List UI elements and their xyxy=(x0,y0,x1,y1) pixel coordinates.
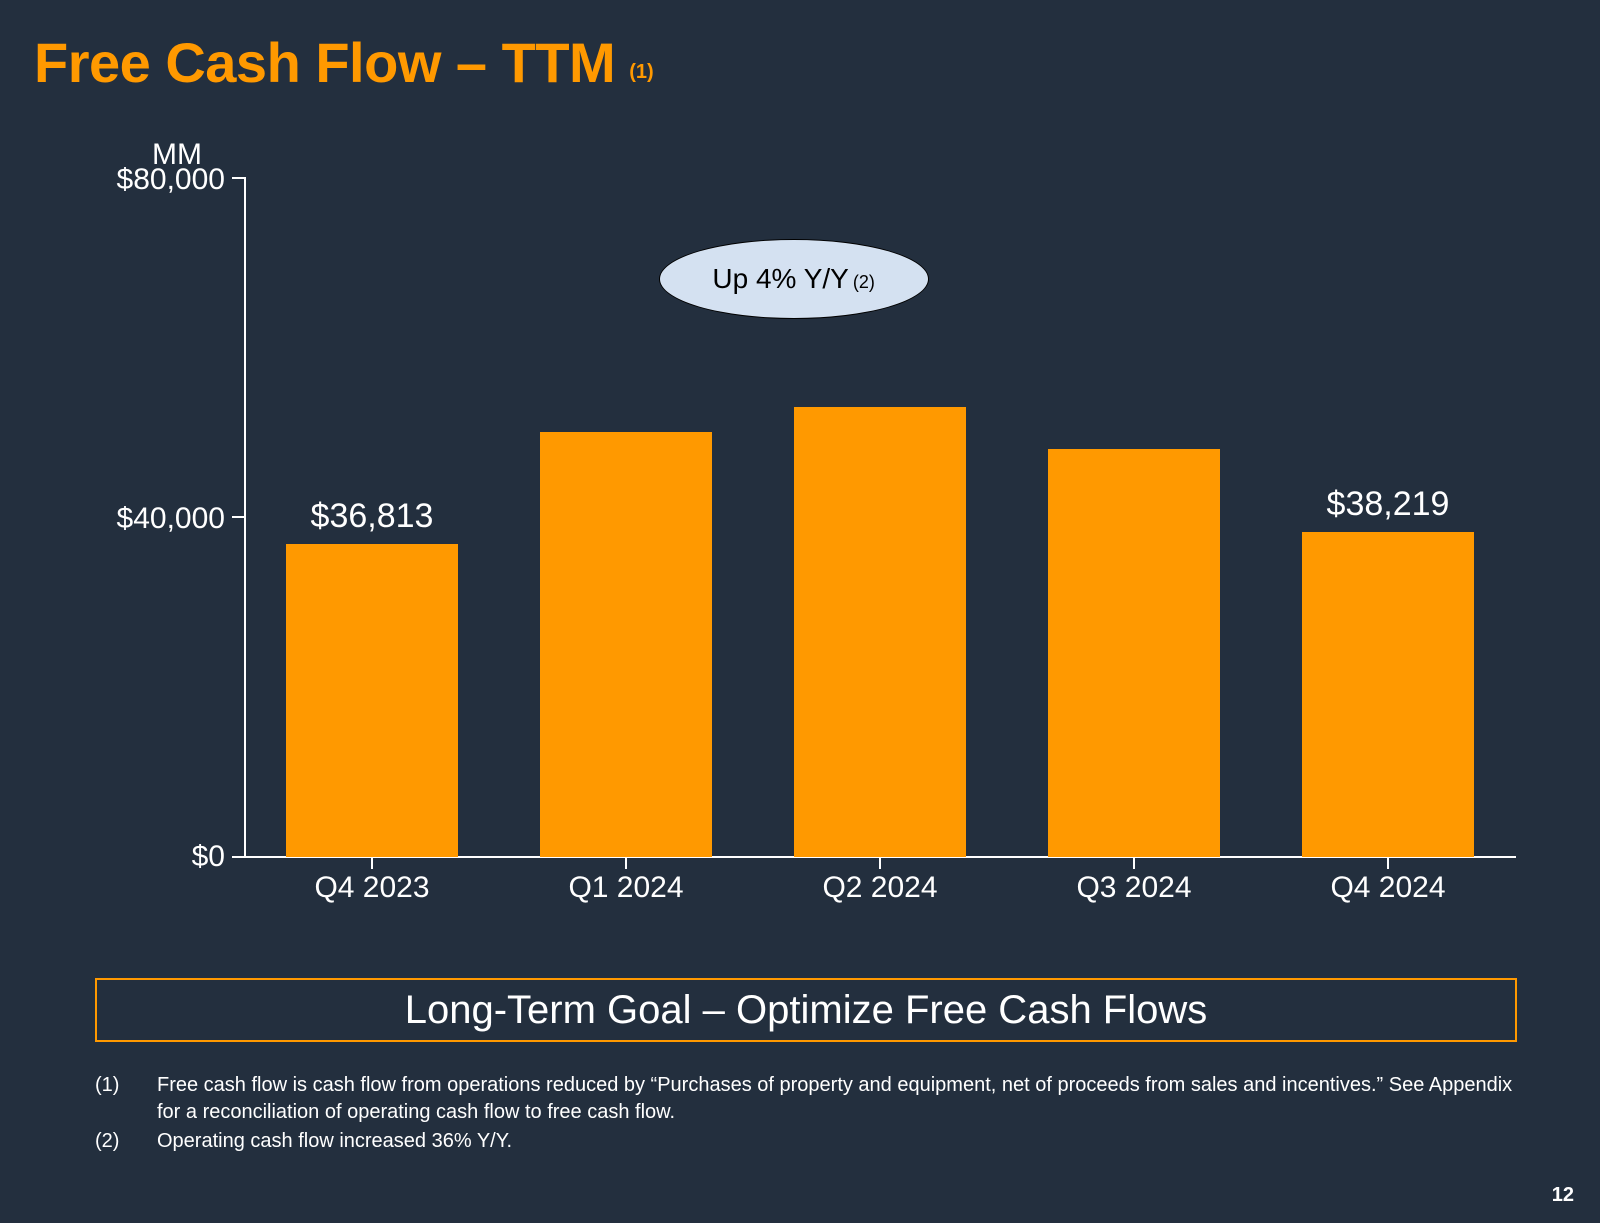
goal-box: Long-Term Goal – Optimize Free Cash Flow… xyxy=(95,978,1517,1042)
x-tick-mark xyxy=(879,857,881,869)
x-tick-label: Q3 2024 xyxy=(1076,871,1191,905)
bar xyxy=(1302,532,1475,857)
footnote-num: (1) xyxy=(95,1072,129,1126)
title-footnote-ref: (1) xyxy=(629,61,653,84)
callout-text: Up 4% Y/Y xyxy=(712,263,848,295)
x-tick-mark xyxy=(1133,857,1135,869)
footnotes: (1) Free cash flow is cash flow from ope… xyxy=(95,1072,1515,1157)
bar xyxy=(794,407,967,858)
footnote-row: (1) Free cash flow is cash flow from ope… xyxy=(95,1072,1515,1126)
fcf-bar-chart: MM $80,000 $40,000 $0 $36,813Q4 2023Q1 2… xyxy=(95,140,1525,910)
title-row: Free Cash Flow – TTM (1) xyxy=(34,30,1560,95)
x-tick-label: Q4 2023 xyxy=(314,871,429,905)
slide: Free Cash Flow – TTM (1) MM $80,000 $40,… xyxy=(0,0,1600,1223)
goal-text: Long-Term Goal – Optimize Free Cash Flow… xyxy=(405,988,1208,1033)
bar-value-label: $36,813 xyxy=(311,497,434,536)
y-tick-label: $0 xyxy=(85,840,225,874)
y-tick-label: $80,000 xyxy=(85,163,225,197)
plot-area: $36,813Q4 2023Q1 2024Q2 2024Q3 2024$38,2… xyxy=(245,177,1515,857)
slide-title: Free Cash Flow – TTM xyxy=(34,30,615,95)
yoy-callout: Up 4% Y/Y (2) xyxy=(659,239,929,319)
x-tick-mark xyxy=(371,857,373,869)
x-tick-label: Q4 2024 xyxy=(1330,871,1445,905)
x-tick-label: Q1 2024 xyxy=(568,871,683,905)
footnote-row: (2) Operating cash flow increased 36% Y/… xyxy=(95,1128,1515,1155)
bar xyxy=(1048,449,1221,857)
page-number: 12 xyxy=(1552,1184,1574,1207)
y-tick-mark xyxy=(232,856,246,858)
y-tick-mark xyxy=(232,516,246,518)
x-tick-label: Q2 2024 xyxy=(822,871,937,905)
y-tick-mark xyxy=(232,177,246,179)
x-tick-mark xyxy=(625,857,627,869)
footnote-text: Operating cash flow increased 36% Y/Y. xyxy=(157,1128,1515,1155)
footnote-text: Free cash flow is cash flow from operati… xyxy=(157,1072,1515,1126)
callout-footnote-ref: (2) xyxy=(853,272,875,293)
bar-value-label: $38,219 xyxy=(1327,485,1450,524)
footnote-num: (2) xyxy=(95,1128,129,1155)
bar xyxy=(286,544,459,857)
bar xyxy=(540,432,713,857)
y-tick-label: $40,000 xyxy=(85,502,225,536)
x-tick-mark xyxy=(1387,857,1389,869)
